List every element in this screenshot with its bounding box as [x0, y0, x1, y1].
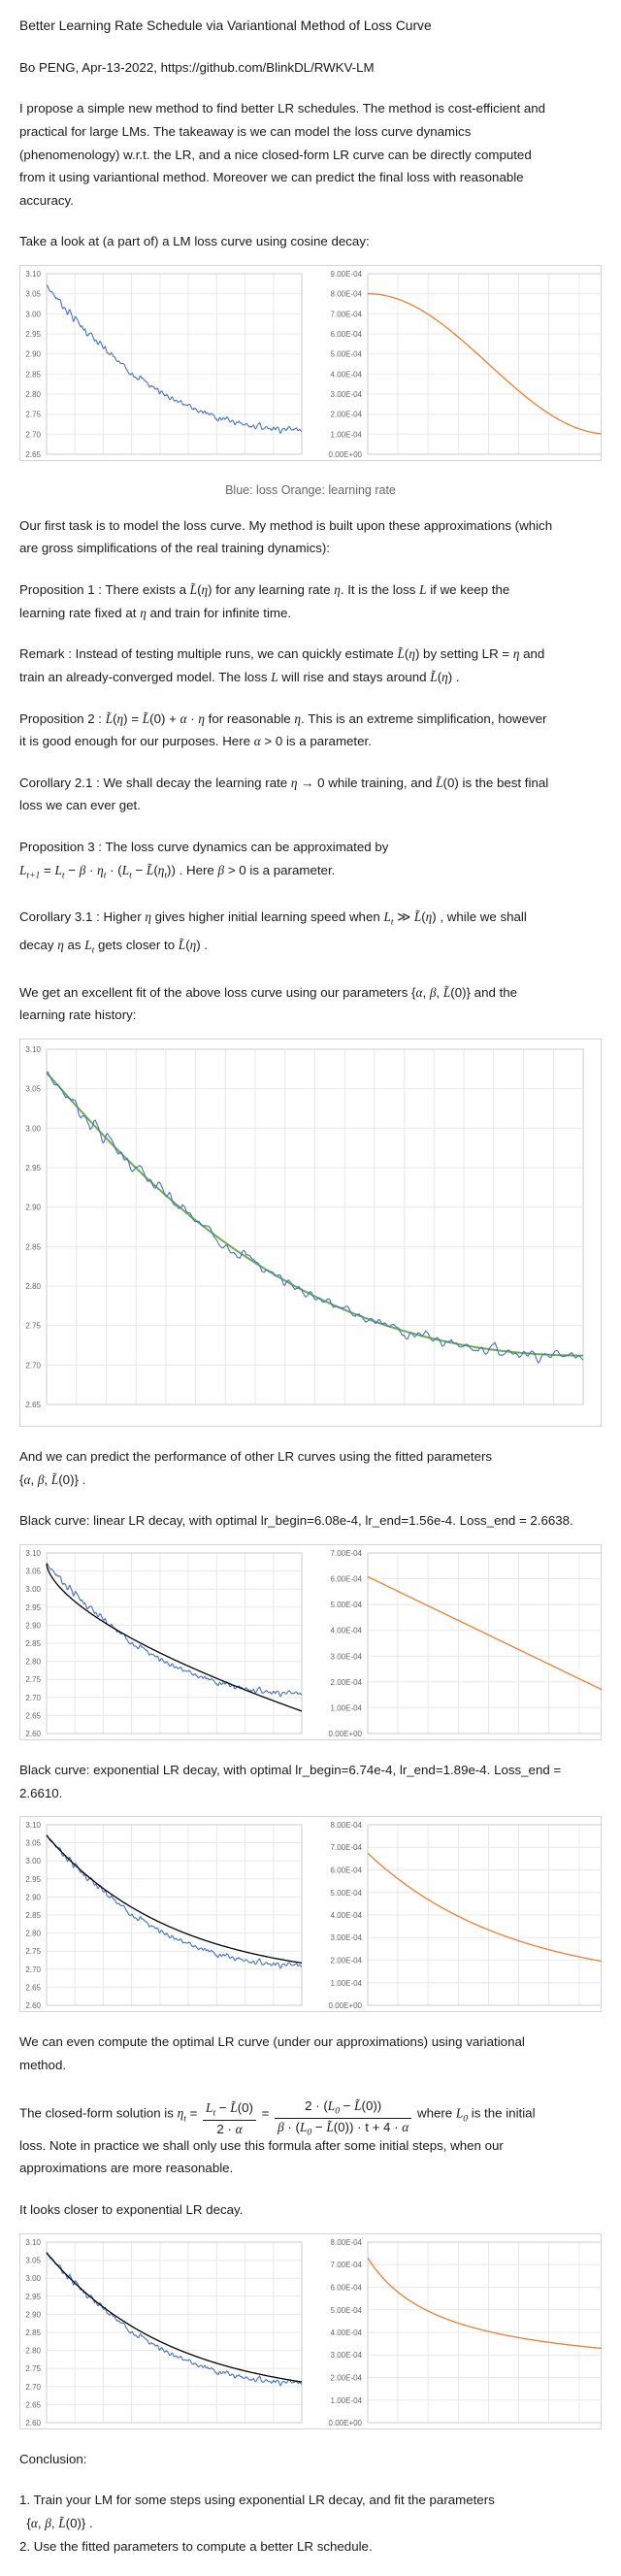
- svg-text:5.00E-04: 5.00E-04: [331, 2306, 363, 2315]
- svg-text:3.05: 3.05: [25, 290, 41, 299]
- svg-text:7.00E-04: 7.00E-04: [331, 2261, 363, 2269]
- svg-text:3.10: 3.10: [25, 2238, 41, 2247]
- svg-text:3.00E-04: 3.00E-04: [331, 2351, 363, 2360]
- svg-text:2.90: 2.90: [25, 2310, 41, 2319]
- svg-text:3.00E-04: 3.00E-04: [331, 1933, 363, 1942]
- svg-text:2.80: 2.80: [25, 2346, 41, 2355]
- svg-text:2.75: 2.75: [25, 1947, 41, 1956]
- svg-text:2.80: 2.80: [25, 1930, 41, 1938]
- svg-text:3.05: 3.05: [25, 1568, 41, 1576]
- svg-text:8.00E-04: 8.00E-04: [331, 290, 363, 299]
- svg-text:4.00E-04: 4.00E-04: [331, 370, 363, 379]
- svg-text:2.00E-04: 2.00E-04: [331, 1957, 363, 1965]
- svg-text:2.60: 2.60: [25, 1730, 41, 1738]
- svg-text:2.00E-04: 2.00E-04: [331, 2373, 363, 2382]
- svg-text:3.00: 3.00: [25, 2274, 41, 2283]
- svg-text:2.65: 2.65: [25, 2400, 41, 2409]
- svg-text:3.05: 3.05: [25, 1085, 41, 1094]
- svg-text:6.00E-04: 6.00E-04: [331, 1575, 363, 1584]
- svg-text:1.00E-04: 1.00E-04: [331, 2396, 363, 2405]
- svg-text:2.80: 2.80: [25, 1658, 41, 1667]
- svg-text:7.00E-04: 7.00E-04: [331, 310, 363, 318]
- svg-text:7.00E-04: 7.00E-04: [331, 1549, 363, 1558]
- svg-text:2.95: 2.95: [25, 1603, 41, 1612]
- svg-text:2.00E-04: 2.00E-04: [331, 411, 363, 419]
- svg-text:2.75: 2.75: [25, 411, 41, 419]
- svg-text:2.90: 2.90: [25, 1894, 41, 1902]
- svg-text:2.65: 2.65: [25, 1401, 41, 1409]
- svg-text:0.00E+00: 0.00E+00: [329, 2001, 363, 2010]
- svg-text:3.10: 3.10: [25, 270, 41, 279]
- svg-text:4.00E-04: 4.00E-04: [331, 2328, 363, 2337]
- svg-text:2.80: 2.80: [25, 1282, 41, 1291]
- svg-text:3.00: 3.00: [25, 1857, 41, 1866]
- svg-text:2.90: 2.90: [25, 350, 41, 359]
- svg-text:4.00E-04: 4.00E-04: [331, 1911, 363, 1920]
- svg-text:3.05: 3.05: [25, 2256, 41, 2264]
- svg-text:2.95: 2.95: [25, 1875, 41, 1884]
- svg-text:9.00E-04: 9.00E-04: [331, 270, 363, 279]
- svg-text:6.00E-04: 6.00E-04: [331, 2283, 363, 2292]
- svg-text:3.10: 3.10: [25, 1045, 41, 1054]
- svg-text:6.00E-04: 6.00E-04: [331, 1866, 363, 1875]
- svg-text:2.65: 2.65: [25, 1984, 41, 1993]
- svg-text:0.00E+00: 0.00E+00: [329, 2419, 363, 2427]
- svg-text:2.70: 2.70: [25, 1694, 41, 1702]
- svg-text:3.00: 3.00: [25, 1585, 41, 1594]
- svg-text:0.00E+00: 0.00E+00: [329, 1730, 363, 1738]
- svg-text:2.90: 2.90: [25, 1621, 41, 1630]
- svg-text:6.00E-04: 6.00E-04: [331, 330, 363, 339]
- svg-text:3.10: 3.10: [25, 1549, 41, 1558]
- svg-text:2.95: 2.95: [25, 330, 41, 339]
- svg-text:8.00E-04: 8.00E-04: [331, 2238, 363, 2247]
- svg-text:4.00E-04: 4.00E-04: [331, 1627, 363, 1635]
- svg-text:5.00E-04: 5.00E-04: [331, 1889, 363, 1898]
- svg-text:8.00E-04: 8.00E-04: [331, 1821, 363, 1830]
- svg-text:3.10: 3.10: [25, 1821, 41, 1830]
- svg-text:2.60: 2.60: [25, 2001, 41, 2010]
- svg-text:2.70: 2.70: [25, 2383, 41, 2392]
- svg-text:2.85: 2.85: [25, 1242, 41, 1251]
- svg-text:2.70: 2.70: [25, 1361, 41, 1370]
- svg-text:3.00: 3.00: [25, 1124, 41, 1133]
- svg-text:2.65: 2.65: [25, 1711, 41, 1720]
- svg-text:2.80: 2.80: [25, 390, 41, 399]
- svg-text:2.95: 2.95: [25, 2293, 41, 2301]
- svg-text:2.75: 2.75: [25, 2364, 41, 2373]
- svg-text:2.75: 2.75: [25, 1675, 41, 1684]
- svg-text:2.60: 2.60: [25, 2419, 41, 2427]
- svg-text:2.70: 2.70: [25, 1965, 41, 1974]
- svg-text:1.00E-04: 1.00E-04: [331, 1979, 363, 1988]
- svg-text:7.00E-04: 7.00E-04: [331, 1843, 363, 1852]
- svg-text:2.70: 2.70: [25, 430, 41, 439]
- svg-text:5.00E-04: 5.00E-04: [331, 350, 363, 359]
- svg-text:2.00E-04: 2.00E-04: [331, 1678, 363, 1687]
- svg-text:2.95: 2.95: [25, 1164, 41, 1172]
- svg-text:3.00E-04: 3.00E-04: [331, 1652, 363, 1661]
- svg-text:0.00E+00: 0.00E+00: [329, 450, 363, 459]
- svg-text:2.85: 2.85: [25, 1639, 41, 1648]
- svg-text:3.05: 3.05: [25, 1839, 41, 1848]
- svg-text:2.90: 2.90: [25, 1204, 41, 1212]
- svg-text:2.85: 2.85: [25, 370, 41, 379]
- svg-text:5.00E-04: 5.00E-04: [331, 1601, 363, 1609]
- svg-text:2.75: 2.75: [25, 1322, 41, 1331]
- svg-text:2.85: 2.85: [25, 2328, 41, 2337]
- svg-text:1.00E-04: 1.00E-04: [331, 1703, 363, 1712]
- svg-text:1.00E-04: 1.00E-04: [331, 430, 363, 439]
- svg-text:3.00E-04: 3.00E-04: [331, 390, 363, 399]
- svg-text:2.85: 2.85: [25, 1911, 41, 1920]
- svg-text:3.00: 3.00: [25, 310, 41, 318]
- svg-text:2.65: 2.65: [25, 450, 41, 459]
